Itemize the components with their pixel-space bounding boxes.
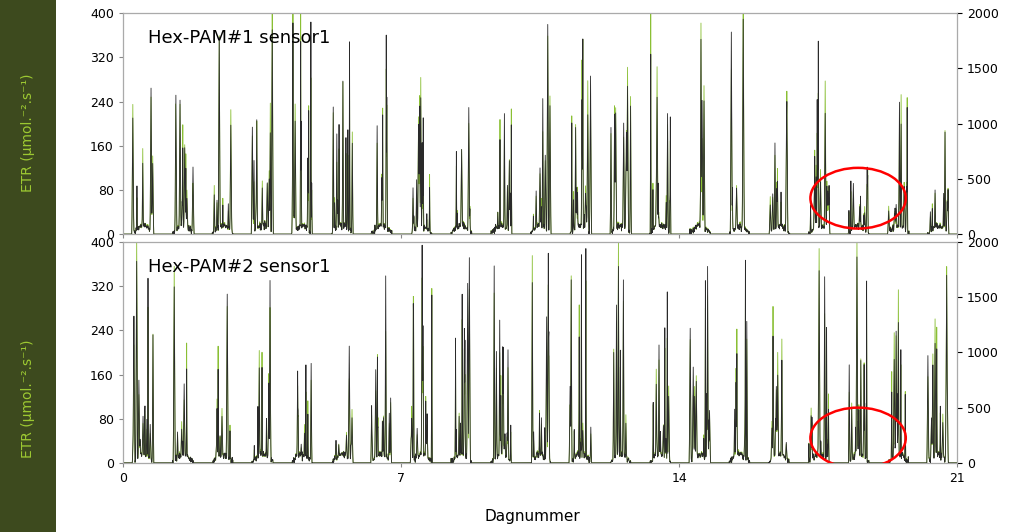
Text: ETR (μmol.⁻².s⁻¹): ETR (μmol.⁻².s⁻¹) xyxy=(22,340,35,458)
Text: Hex-PAM#1 sensor1: Hex-PAM#1 sensor1 xyxy=(147,29,331,47)
Text: ETR (μmol.⁻².s⁻¹): ETR (μmol.⁻².s⁻¹) xyxy=(22,74,35,192)
Text: Hex-PAM#2 sensor1: Hex-PAM#2 sensor1 xyxy=(147,257,331,276)
Text: Dagnummer: Dagnummer xyxy=(484,509,581,524)
